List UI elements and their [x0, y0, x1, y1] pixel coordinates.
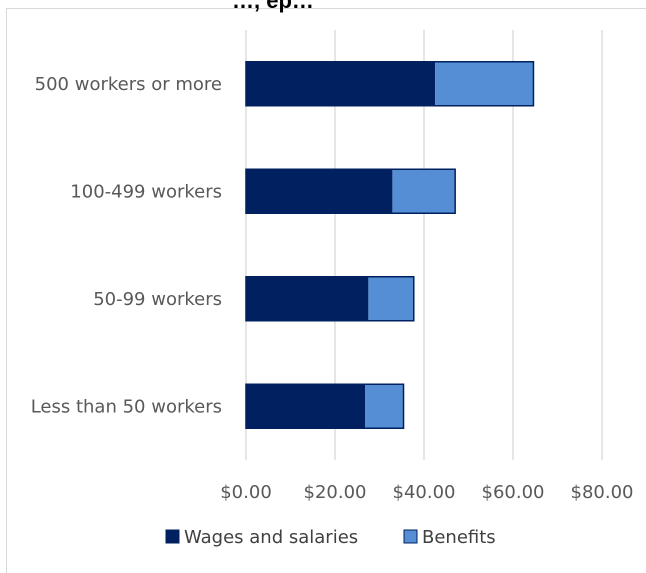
x-tick-label: $80.00 [571, 482, 634, 503]
legend-label: Wages and salaries [184, 527, 358, 548]
bar-segment-benefits [435, 61, 534, 106]
x-tick-label: $60.00 [482, 482, 545, 503]
category-label: 100-499 workers [70, 181, 222, 202]
chart-title: …, ep… [232, 0, 314, 13]
bar-segment-wages [246, 169, 393, 214]
bar-outline [245, 61, 535, 107]
bar-segment-benefits [392, 169, 456, 214]
x-tick-label: $40.00 [393, 482, 456, 503]
bar-outline [245, 276, 415, 322]
frame-top-border [6, 8, 646, 9]
bar-outline [245, 168, 456, 214]
x-tick-label: $20.00 [304, 482, 367, 503]
bar-outline [245, 383, 405, 429]
legend-label: Benefits [422, 527, 496, 548]
x-tick-label: $0.00 [220, 482, 272, 503]
category-label: Less than 50 workers [31, 396, 222, 417]
bar-segment-benefits [368, 276, 414, 321]
frame-left-border [6, 8, 7, 573]
bar-segment-benefits [365, 384, 404, 429]
category-label: 500 workers or more [35, 74, 222, 95]
bar-segment-wages [246, 276, 369, 321]
legend-swatch-wages [165, 529, 180, 544]
category-label: 50-99 workers [93, 289, 222, 310]
legend-swatch-benefits [403, 529, 418, 544]
bar-segment-wages [246, 61, 436, 106]
bar-segment-wages [246, 384, 366, 429]
